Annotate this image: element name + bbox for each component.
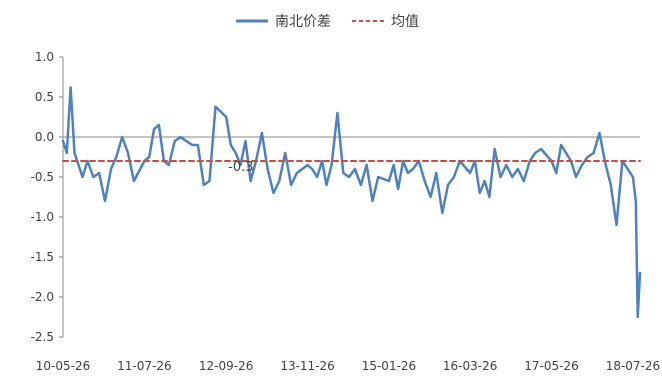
- axes: [59, 57, 640, 337]
- x-tick-label: 17-05-26: [524, 359, 578, 373]
- y-tick-label: 1.0: [35, 50, 54, 64]
- x-tick-label: 16-03-26: [443, 359, 497, 373]
- y-tick-label: -0.5: [31, 170, 54, 184]
- x-tick-label: 13-11-26: [280, 359, 334, 373]
- legend-label-series-2: 均值: [391, 14, 419, 30]
- legend: 南北价差 均值: [236, 14, 419, 30]
- y-tick-label: -2.0: [31, 290, 54, 304]
- y-tick-label: -2.5: [31, 330, 54, 344]
- y-tick-label: -1.5: [31, 250, 54, 264]
- mean-annotation-label: -0.3: [228, 160, 253, 175]
- y-tick-label: -1.0: [31, 210, 54, 224]
- x-tick-label: 12-09-26: [199, 359, 253, 373]
- x-tick-label: 10-05-26: [36, 359, 90, 373]
- chart-marks: [63, 87, 640, 317]
- x-tick-label: 15-01-26: [362, 359, 416, 373]
- x-tick-label: 11-07-26: [117, 359, 171, 373]
- series-line-price-spread: [63, 87, 640, 317]
- legend-label-series-1: 南北价差: [275, 14, 331, 30]
- x-tick-label: 18-07-26: [606, 359, 660, 373]
- y-tick-label: 0.5: [35, 90, 54, 104]
- y-tick-label: 0.0: [35, 130, 54, 144]
- tick-labels: 1.0 0.5 0.0 -0.5 -1.0 -1.5 -2.0 -2.5 10-05-26 11-…: [31, 50, 661, 373]
